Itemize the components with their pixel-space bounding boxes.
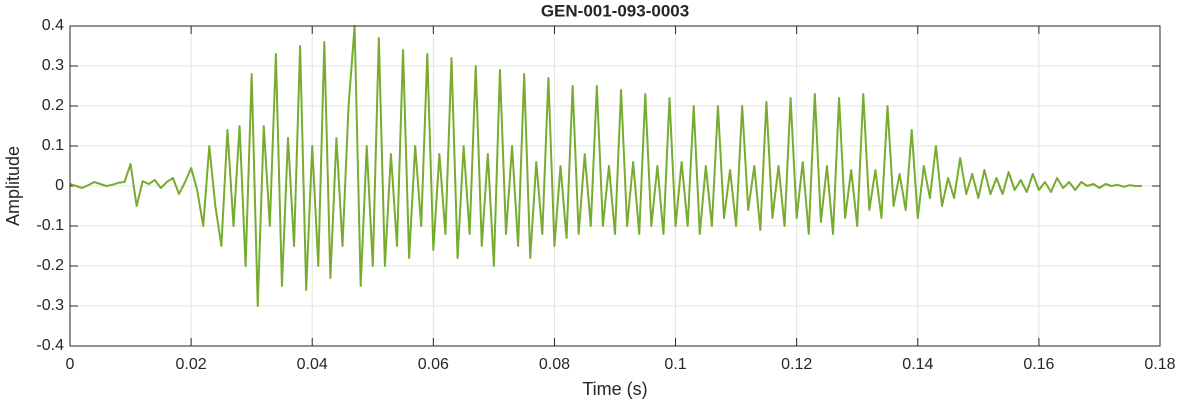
y-tick-label: -0.3 [36, 297, 64, 314]
x-tick-label: 0.18 [1144, 356, 1175, 373]
plot-frame [69, 25, 1161, 347]
y-tick-label: 0 [55, 177, 64, 194]
y-tick-label: 0.3 [42, 57, 64, 74]
x-tick-label: 0 [66, 356, 75, 373]
x-tick-label: 0.06 [418, 356, 449, 373]
x-tick-label: 0.12 [781, 356, 812, 373]
x-tick-label: 0.02 [176, 356, 207, 373]
x-tick-label: 0.04 [297, 356, 328, 373]
y-tick-label: 0.2 [42, 97, 64, 114]
x-tick-label: 0.14 [902, 356, 933, 373]
x-tick-label: 0.16 [1023, 356, 1054, 373]
y-tick-label: 0.1 [42, 137, 64, 154]
y-tick-label: 0.4 [42, 17, 64, 34]
x-tick-label: 0.1 [664, 356, 686, 373]
x-tick-label: 0.08 [539, 356, 570, 373]
waveform-line [69, 25, 1142, 307]
y-tick-label: -0.1 [36, 217, 64, 234]
y-axis-label: Amplitude [3, 146, 23, 226]
y-tick-label: -0.2 [36, 257, 64, 274]
chart-title: GEN-001-093-0003 [541, 1, 689, 20]
y-tick-label: -0.4 [36, 337, 64, 354]
x-axis-label: Time (s) [582, 379, 647, 399]
